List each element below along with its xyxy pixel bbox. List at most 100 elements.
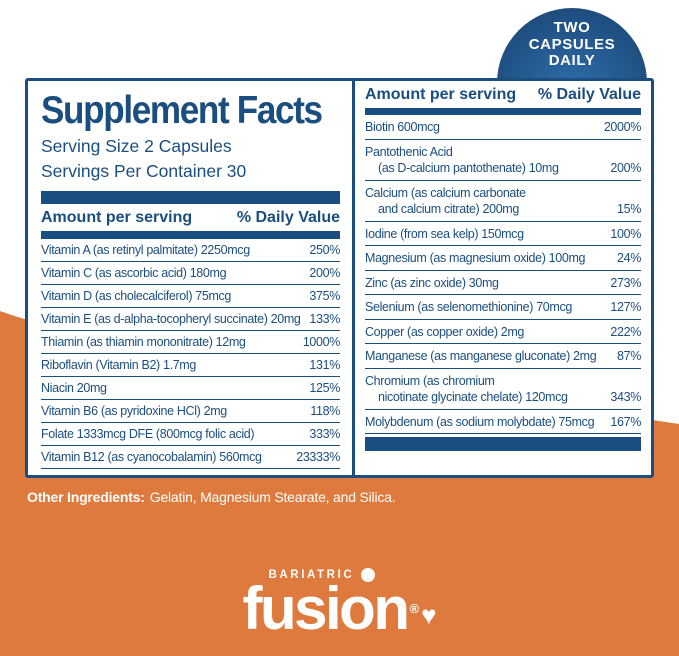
table-row: Vitamin C (as ascorbic acid) 180mg 200%: [41, 262, 340, 285]
nutrient-label: Biotin 600mcg: [365, 119, 440, 136]
divider-bar: [41, 231, 340, 239]
other-ingredients-text: Gelatin, Magnesium Stearate, and Silica.: [149, 489, 396, 505]
nutrient-name: Zinc (as zinc oxide) 30mg: [365, 275, 499, 290]
nutrient-daily-value: 1000%: [302, 335, 341, 349]
nutrient-daily-value: 23333%: [296, 450, 340, 464]
nutrient-name: Chromium (as chromium: [365, 373, 495, 388]
nutrient-daily-value: 167%: [610, 414, 641, 429]
nutrient-name: Calcium (as calcium carbonate: [365, 185, 526, 200]
badge-text: TWO CAPSULES DAILY: [497, 8, 647, 70]
i-dot-icon: [361, 567, 376, 582]
table-row: Vitamin B6 (as pyridoxine HCl) 2mg 118%: [41, 400, 340, 423]
column-divider: [352, 81, 355, 475]
nutrient-label: Magnesium (as magnesium oxide) 100mg: [365, 250, 586, 267]
nutrient-daily-value: 333%: [309, 427, 340, 441]
nutrient-label: Folate 1333mcg DFE (800mcg folic acid): [41, 426, 255, 443]
nutrient-label: Vitamin D (as cholecalciferol) 75mcg: [41, 288, 231, 305]
nutrient-name: Thiamin (as thiamin mononitrate) 12mg: [41, 335, 246, 349]
nutrient-name: Vitamin E (as d-alpha-tocopheryl succina…: [41, 312, 301, 326]
facts-column-right: Amount per serving % Daily Value Biotin …: [355, 81, 651, 475]
nutrient-name-line2: nicotinate glycinate chelate) 120mcg: [378, 390, 568, 404]
nutrient-daily-value: 118%: [310, 404, 340, 418]
nutrient-daily-value: 250%: [309, 243, 340, 257]
nutrient-label: Iodine (from sea kelp) 150mcg: [365, 226, 524, 243]
nutrient-name: Magnesium (as magnesium oxide) 100mg: [365, 251, 586, 265]
nutrient-name: Vitamin C (as ascorbic acid) 180mg: [41, 266, 227, 280]
table-row: Thiamin (as thiamin mononitrate) 12mg 100…: [41, 331, 340, 354]
nutrient-name: Iodine (from sea kelp) 150mcg: [365, 226, 524, 241]
column-header-amount: Amount per serving: [41, 209, 193, 226]
table-row: Folate 1333mcg DFE (800mcg folic acid) 33…: [41, 423, 340, 446]
nutrient-label: Pantothenic Acid (as D-calcium pantothena…: [365, 144, 559, 177]
table-row: Copper (as copper oxide) 2mg 222%: [365, 320, 641, 344]
nutrient-name-line2: and calcium citrate) 200mg: [378, 202, 519, 216]
divider-bar: [41, 191, 340, 204]
brand-logo: BARIATRIC fusion ® ♥: [242, 567, 437, 642]
other-ingredients-label: Other Ingredients:: [27, 489, 145, 505]
nutrient-label: Vitamin E (as d-alpha-tocopheryl succina…: [41, 311, 301, 328]
table-row: Pantothenic Acid (as D-calcium pantothena…: [365, 140, 641, 181]
nutrient-label: Vitamin A (as retinyl palmitate) 2250mcg: [41, 242, 250, 259]
brand-wordmark-line: fusion ® ♥: [242, 575, 437, 642]
brand-logo-top: BARIATRIC: [268, 567, 436, 582]
table-row: Biotin 600mcg 2000%: [365, 115, 641, 140]
table-row: Selenium (as selenomethionine) 70mcg 127%: [365, 295, 641, 320]
divider-bar: [365, 437, 641, 451]
facts-column-left: Supplement Facts Serving Size 2 Capsules…: [28, 81, 352, 475]
nutrient-table-left: Vitamin A (as retinyl palmitate) 2250mcg…: [41, 239, 340, 469]
nutrient-name: Molybdenum (as sodium molybdate) 75mcg: [365, 414, 595, 429]
nutrient-name: Manganese (as manganese gluconate) 2mg: [365, 349, 597, 363]
panel-title: Supplement Facts: [41, 89, 323, 132]
table-row: Molybdenum (as sodium molybdate) 75mcg 16…: [365, 410, 641, 434]
nutrient-name: Vitamin B12 (as cyanocobalamin) 560mcg: [41, 450, 262, 464]
nutrient-label: Niacin 20mg: [41, 380, 107, 397]
nutrient-daily-value: 200%: [610, 161, 641, 175]
nutrient-name: Biotin 600mcg: [365, 120, 440, 134]
nutrient-daily-value: 125%: [309, 381, 340, 395]
table-row: Zinc (as zinc oxide) 30mg 273%: [365, 271, 641, 295]
serving-size: Serving Size 2 Capsules: [41, 136, 232, 156]
table-row: Vitamin A (as retinyl palmitate) 2250mcg…: [41, 239, 340, 262]
nutrient-label: Selenium (as selenomethionine) 70mcg: [365, 299, 572, 316]
servings-per-container: Servings Per Container 30: [41, 161, 247, 181]
nutrient-daily-value: 131%: [309, 358, 340, 372]
nutrient-name: Copper (as copper oxide) 2mg: [365, 324, 525, 339]
table-row: Calcium (as calcium carbonate and calcium…: [365, 181, 641, 222]
badge-line-2: CAPSULES: [528, 35, 616, 53]
nutrient-label: Vitamin B12 (as cyanocobalamin) 560mcg: [41, 449, 262, 466]
nutrient-label: Vitamin B6 (as pyridoxine HCl) 2mg: [41, 403, 227, 420]
nutrient-name: Folate 1333mcg DFE (800mcg folic acid): [41, 427, 255, 441]
nutrient-daily-value: 100%: [610, 226, 641, 241]
column-header-dv: % Daily Value: [236, 209, 340, 226]
nutrient-label: Riboflavin (Vitamin B2) 1.7mg: [41, 357, 196, 374]
nutrient-name-line2: (as D-calcium pantothenate) 10mg: [378, 161, 559, 175]
brand-wordmark: fusion: [242, 575, 409, 642]
nutrient-name: Pantothenic Acid: [365, 144, 453, 159]
nutrient-label: Chromium (as chromium nicotinate glycinat…: [365, 373, 568, 406]
nutrient-daily-value: 200%: [309, 266, 340, 280]
nutrient-daily-value: 343%: [610, 390, 641, 404]
divider-bar: [365, 108, 641, 115]
nutrient-label: Calcium (as calcium carbonate and calcium…: [365, 185, 526, 218]
table-row: Niacin 20mg 125%: [41, 377, 340, 400]
table-row: Iodine (from sea kelp) 150mcg 100%: [365, 222, 641, 246]
nutrient-daily-value: 273%: [610, 275, 641, 290]
nutrient-label: Copper (as copper oxide) 2mg: [365, 324, 524, 341]
nutrient-daily-value: 222%: [610, 324, 641, 339]
nutrient-daily-value: 15%: [617, 202, 641, 216]
nutrient-name: Vitamin A (as retinyl palmitate) 2250mcg: [41, 243, 250, 257]
nutrient-daily-value: 127%: [610, 300, 641, 314]
nutrient-label: Zinc (as zinc oxide) 30mg: [365, 275, 499, 292]
table-row: Riboflavin (Vitamin B2) 1.7mg 131%: [41, 354, 340, 377]
nutrient-daily-value: 24%: [617, 251, 641, 265]
nutrient-daily-value: 87%: [617, 349, 641, 363]
registered-mark: ®: [409, 601, 420, 616]
table-row: Vitamin D (as cholecalciferol) 75mcg 375%: [41, 285, 340, 308]
nutrient-table-right: Biotin 600mcg 2000% Pantothenic Acid (as D-…: [365, 115, 641, 434]
table-row: Manganese (as manganese gluconate) 2mg 87…: [365, 344, 641, 369]
table-row: Chromium (as chromium nicotinate glycinat…: [365, 369, 641, 410]
column-header-amount: Amount per serving: [365, 86, 517, 103]
nutrient-name: Vitamin B6 (as pyridoxine HCl) 2mg: [41, 404, 227, 418]
brand-bariatric: BARIATRIC: [268, 568, 355, 581]
heart-icon: ♥: [421, 600, 437, 630]
